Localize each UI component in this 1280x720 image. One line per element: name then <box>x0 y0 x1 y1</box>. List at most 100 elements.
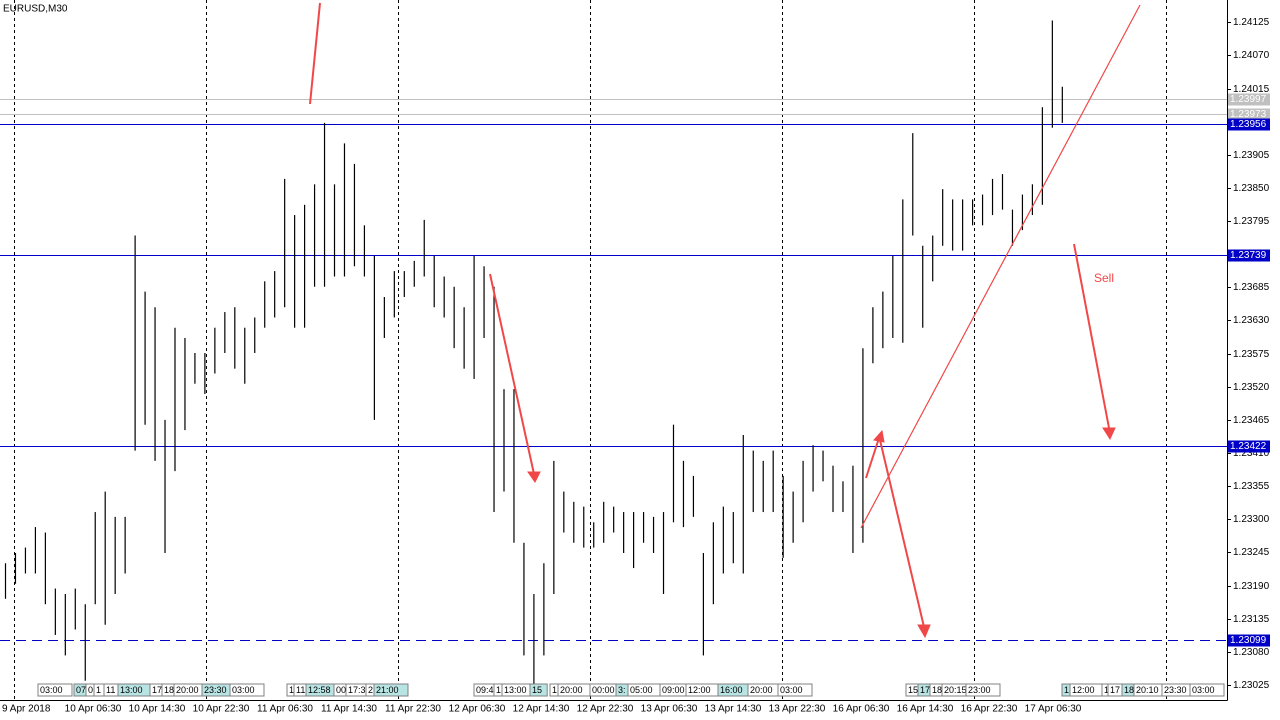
event-marker-label: 21:00 <box>376 685 399 695</box>
event-marker-label: 23:30 <box>1164 685 1187 695</box>
event-marker-box <box>37 683 73 697</box>
arrow <box>879 439 925 628</box>
event-marker-box <box>229 683 265 697</box>
arrow <box>865 437 880 479</box>
level-label: 1.23422 <box>1230 441 1267 452</box>
y-tick-label: 1.23465 <box>1233 415 1270 426</box>
x-tick-label: 16 Apr 22:30 <box>961 704 1018 715</box>
y-tick-label: 1.23850 <box>1233 183 1270 194</box>
event-marker-label: 13:00 <box>504 685 527 695</box>
chart-title: EURUSD,M30 <box>3 4 68 15</box>
level-label-box <box>1228 118 1270 131</box>
y-tick-label: 1.24125 <box>1233 17 1270 28</box>
bid-ask-label-box <box>1228 108 1270 121</box>
event-marker-label: 0 <box>88 685 93 695</box>
event-marker-label: 03:00 <box>40 685 63 695</box>
event-marker-label: 12:00 <box>688 685 711 695</box>
event-marker-label: 3: <box>618 685 626 695</box>
y-tick-label: 1.24070 <box>1233 50 1270 61</box>
y-tick-label: 1.24015 <box>1233 84 1270 95</box>
vertical-grid <box>14 0 1167 700</box>
event-marker-label: 15 <box>908 685 918 695</box>
arrowhead <box>527 471 541 483</box>
level-label: 1.23956 <box>1230 119 1267 130</box>
event-marker-label: 15 <box>532 685 542 695</box>
event-marker-label: 17:3 <box>348 685 366 695</box>
y-tick-label: 1.23190 <box>1233 581 1270 592</box>
x-tick-label: 13 Apr 14:30 <box>705 704 762 715</box>
event-marker-label: 07 <box>76 685 86 695</box>
event-marker-label: 11 <box>296 685 305 695</box>
event-marker-box <box>373 683 409 697</box>
event-marker-label: 11 <box>106 685 115 695</box>
event-marker-label: 20:00 <box>560 685 583 695</box>
event-marker-label: 05:00 <box>630 685 653 695</box>
bid-ask-label: 1.23997 <box>1230 94 1267 105</box>
event-marker-label: 20:10 <box>1136 685 1159 695</box>
drawn-line <box>309 2 321 105</box>
y-tick-label: 1.23245 <box>1233 547 1270 558</box>
x-tick-label: 11 Apr 14:30 <box>321 704 377 715</box>
y-tick-label: 1.23300 <box>1233 514 1270 525</box>
bid-ask-label: 1.23973 <box>1230 109 1267 120</box>
event-marker-label: 18 <box>1124 685 1134 695</box>
y-tick-label: 1.23135 <box>1233 614 1270 625</box>
levels <box>0 99 1227 641</box>
x-tick-label: 17 Apr 06:30 <box>1025 704 1082 715</box>
y-tick-label: 1.23685 <box>1233 282 1270 293</box>
event-marker-label: 12:58 <box>308 685 331 695</box>
event-markers: 03:00 07 0 1 11 13:00 17 18 20:00 23:30 03:00 1 11 12… <box>37 683 1225 697</box>
level-label-box <box>1228 440 1270 453</box>
event-marker-box <box>529 683 548 697</box>
y-tick-label: 1.23410 <box>1233 448 1270 459</box>
arrowhead <box>917 624 931 639</box>
x-tick-label: 10 Apr 06:30 <box>65 704 122 715</box>
event-marker-label: 13:00 <box>120 685 143 695</box>
event-marker-label: 20:15 <box>944 685 967 695</box>
x-tick-label: 10 Apr 22:30 <box>193 704 250 715</box>
event-marker-label: 20:00 <box>750 685 773 695</box>
level-label: 1.23099 <box>1230 635 1267 646</box>
event-marker-label: 00 <box>336 685 346 695</box>
event-marker-label: 1 <box>1104 685 1109 695</box>
event-marker-label: 1 <box>96 685 101 695</box>
event-marker-label: 18 <box>164 685 174 695</box>
event-marker-label: 1 <box>1064 685 1069 695</box>
annotation: Sell <box>1094 271 1114 285</box>
bid-ask-label-box <box>1228 93 1270 106</box>
event-marker-label: 17 <box>152 685 162 695</box>
level-label-box <box>1228 634 1270 647</box>
drawings <box>309 2 1141 639</box>
event-marker-label: 1 <box>289 685 294 695</box>
event-marker-label: 23:00 <box>968 685 991 695</box>
event-marker-label: 23:30 <box>204 685 227 695</box>
y-tick-label: 1.23025 <box>1233 680 1270 691</box>
event-marker-label: 17 <box>920 685 930 695</box>
x-tick-label: 12 Apr 06:30 <box>449 704 506 715</box>
x-tick-label: 11 Apr 22:30 <box>385 704 441 715</box>
level-label-box <box>1228 249 1270 262</box>
arrow <box>489 273 535 475</box>
event-marker-label: 09:4 <box>476 685 494 695</box>
x-tick-label: 11 Apr 06:30 <box>257 704 313 715</box>
event-marker-label: 1 <box>496 685 501 695</box>
event-marker-label: 18 <box>932 685 942 695</box>
axes: 1.24125 1.24070 1.24015 1.23905 1.23850 1.237… <box>2 17 1270 715</box>
event-marker-box <box>777 683 813 697</box>
y-tick-label: 1.23575 <box>1233 349 1270 360</box>
event-marker-label: 16:00 <box>720 685 743 695</box>
x-tick-label: 13 Apr 06:30 <box>641 704 698 715</box>
x-tick-label: 12 Apr 22:30 <box>577 704 634 715</box>
arrowhead <box>873 429 885 443</box>
event-marker-label: 00:00 <box>592 685 615 695</box>
x-tick-label: 9 Apr 2018 <box>2 704 51 715</box>
level-label: 1.23739 <box>1230 250 1267 261</box>
x-tick-label: 16 Apr 14:30 <box>897 704 954 715</box>
y-tick-label: 1.23520 <box>1233 382 1270 393</box>
x-tick-label: 12 Apr 14:30 <box>513 704 570 715</box>
event-marker-label: 12:00 <box>1072 685 1095 695</box>
x-tick-label: 13 Apr 22:30 <box>769 704 826 715</box>
event-marker-label: 03:00 <box>780 685 803 695</box>
y-tick-label: 1.23795 <box>1233 216 1270 227</box>
